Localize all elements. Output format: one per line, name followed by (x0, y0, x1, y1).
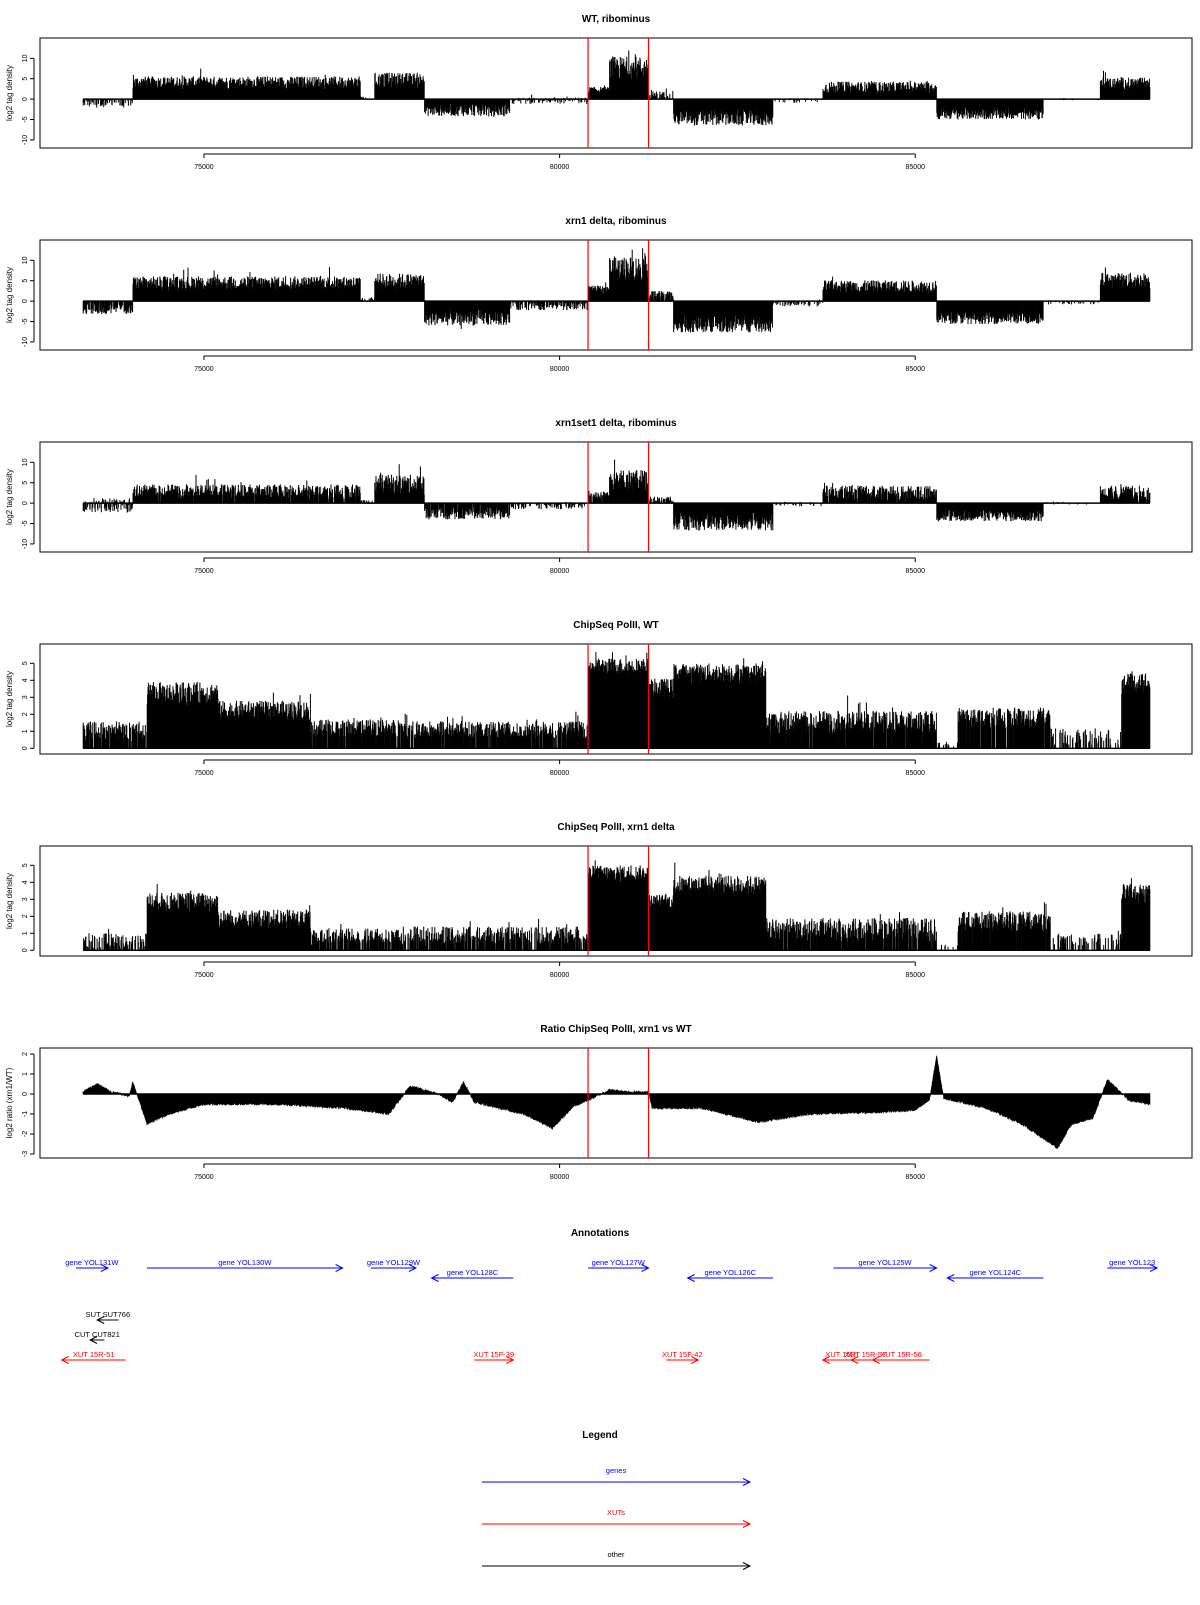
data-series (83, 248, 1150, 332)
y-tick-label: -10 (22, 539, 29, 549)
y-tick-label: 10 (22, 458, 29, 466)
y-axis-label: log2 tag density (5, 267, 14, 323)
x-tick-label: 80000 (550, 366, 570, 373)
y-tick-label: 5 (22, 77, 29, 81)
y-tick-label: 0 (22, 97, 29, 101)
y-axis-label: log2 tag density (5, 65, 14, 121)
y-tick-label: 5 (22, 279, 29, 283)
y-tick-label: 5 (22, 481, 29, 485)
panel-title: xrn1set1 delta, ribominus (555, 418, 677, 429)
y-tick-label: 0 (22, 299, 29, 303)
x-tick-label: 85000 (906, 568, 926, 575)
panel-title: WT, ribominus (582, 14, 651, 25)
panel-title: xrn1 delta, ribominus (565, 216, 667, 227)
x-tick-label: 85000 (906, 164, 926, 171)
y-tick-label: 0 (22, 501, 29, 505)
panel-1: WT, ribominus -10 -5 0 5 10 log2 tag density 75… (5, 14, 1192, 171)
x-tick-label: 75000 (194, 164, 214, 171)
x-tick-label: 80000 (550, 164, 570, 171)
y-tick-label: -5 (22, 318, 29, 324)
y-tick-label: -5 (22, 520, 29, 526)
y-tick-label: -10 (22, 337, 29, 347)
y-axis-label: log2 tag density (5, 469, 14, 525)
data-series (83, 50, 1150, 125)
panel-2: xrn1 delta, ribominus -10 -5 0 5 10 log2 tag d… (5, 216, 1192, 373)
x-tick-label: 75000 (194, 366, 214, 373)
y-tick-label: 10 (22, 256, 29, 264)
data-series (83, 460, 1150, 531)
panel-3: xrn1set1 delta, ribominus -10 -5 0 5 10 log2 t… (5, 418, 1192, 575)
y-tick-label: -10 (22, 135, 29, 145)
y-tick-label: -5 (22, 116, 29, 122)
x-tick-label: 75000 (194, 568, 214, 575)
y-tick-label: 10 (22, 54, 29, 62)
x-tick-label: 85000 (906, 366, 926, 373)
x-tick-label: 80000 (550, 568, 570, 575)
